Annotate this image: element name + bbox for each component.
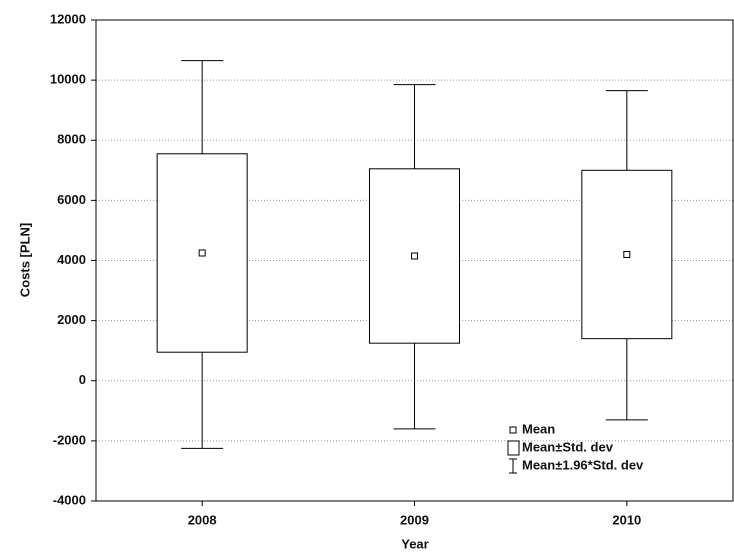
- x-axis-label: Year: [401, 536, 428, 551]
- y-tick-label: -4000: [53, 492, 86, 507]
- y-tick-label: 8000: [57, 132, 86, 147]
- y-tick-label: -2000: [53, 432, 86, 447]
- y-tick-label: 10000: [50, 72, 86, 87]
- y-tick-label: 0: [79, 372, 86, 387]
- legend-mean-icon: [509, 426, 517, 434]
- legend-label: Mean: [522, 421, 555, 436]
- x-tick-label: 2008: [188, 512, 217, 527]
- mean-marker: [623, 250, 631, 258]
- mean-marker: [411, 252, 418, 260]
- y-tick-label: 2000: [57, 312, 86, 327]
- legend-box-icon: [507, 440, 520, 456]
- mean-marker: [198, 249, 206, 257]
- y-tick-label: 4000: [57, 252, 86, 267]
- legend-label: Mean±1.96*Std. dev: [522, 457, 644, 472]
- x-tick-label: 2009: [400, 512, 429, 527]
- y-axis-label: Costs [PLN]: [17, 223, 32, 297]
- legend-whisker-icon: [509, 458, 517, 474]
- y-tick-label: 12000: [50, 11, 86, 26]
- x-tick-label: 2010: [612, 512, 641, 527]
- legend-label: Mean±Std. dev: [522, 439, 614, 454]
- y-tick-label: 6000: [57, 192, 86, 207]
